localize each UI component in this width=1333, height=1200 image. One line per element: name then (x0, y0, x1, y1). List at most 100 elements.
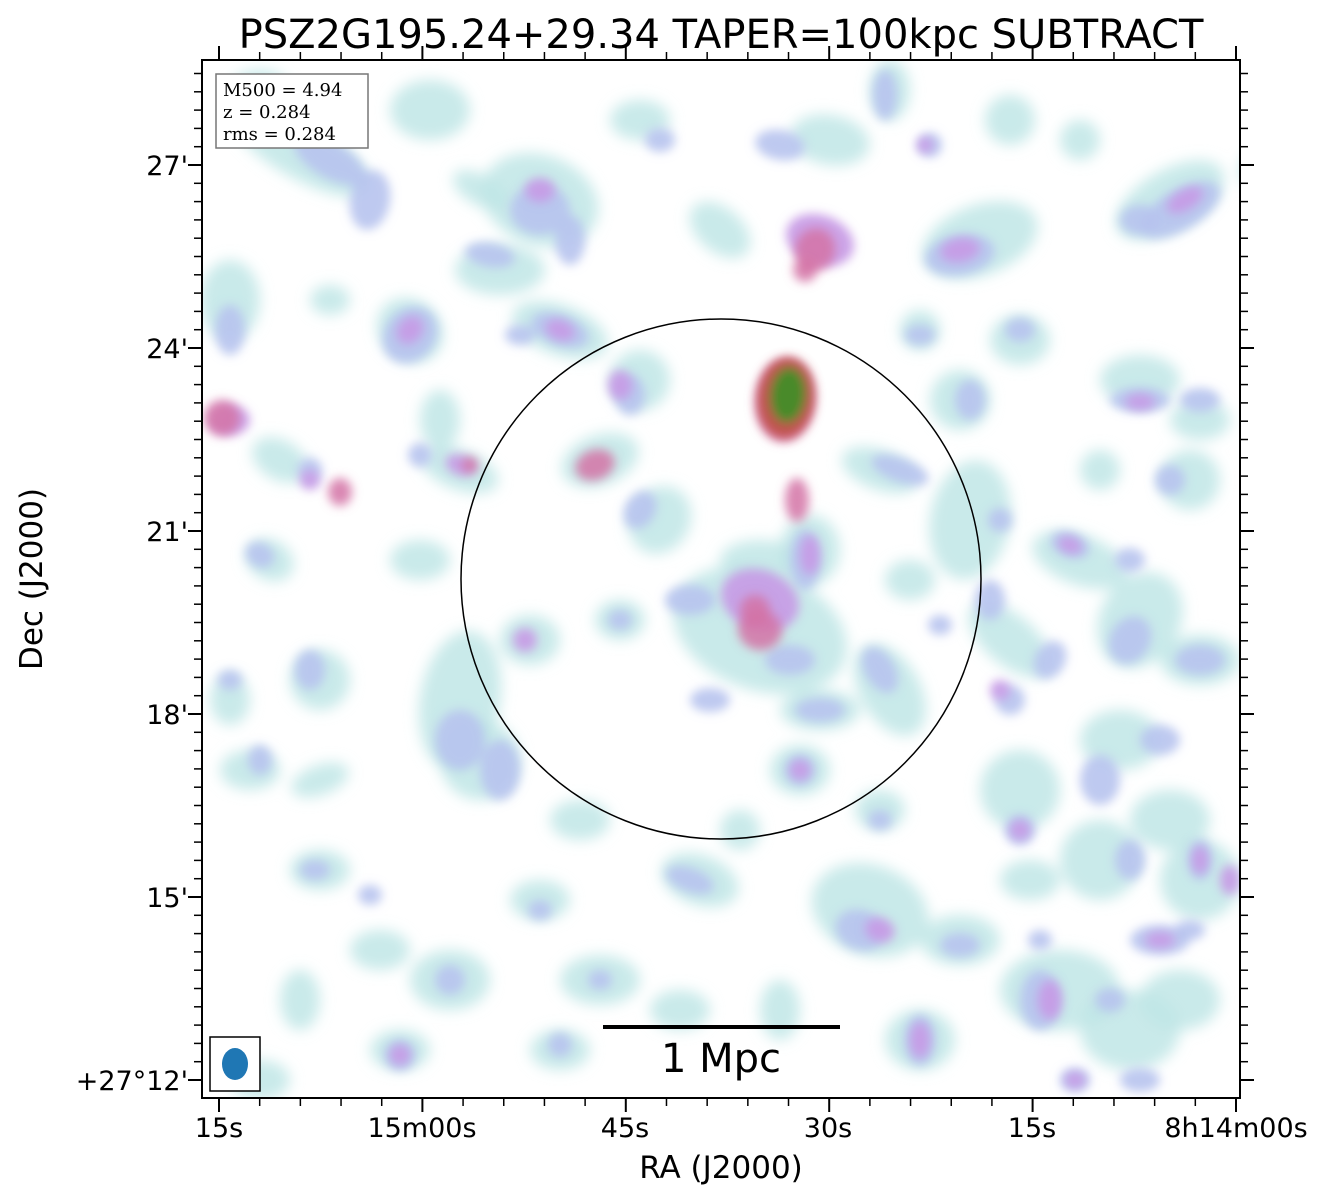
r500-circle (460, 318, 982, 840)
emission-blob (396, 316, 424, 344)
emission-blob (765, 645, 815, 675)
emission-blob (513, 628, 537, 652)
emission-blob (465, 242, 515, 268)
scale-bar: 1 Mpc (603, 1025, 840, 1082)
emission-blob (435, 965, 465, 995)
emission-blob (349, 170, 391, 230)
y-tick-label: 27' (146, 151, 188, 182)
emission-blob (555, 215, 585, 265)
emission-blob (328, 478, 352, 506)
emission-blob (1130, 790, 1210, 850)
x-tick-label: 45s (601, 1113, 649, 1144)
emission-blob (291, 762, 349, 798)
axis-ticks (188, 46, 1254, 1112)
emission-blob (720, 810, 760, 850)
emission-blob (800, 535, 820, 575)
emission-blob (793, 258, 817, 282)
emission-blob (608, 370, 632, 400)
emission-blob (1065, 1072, 1085, 1088)
emission-blob (1000, 860, 1060, 900)
y-tick-label: 18' (146, 700, 188, 731)
emission-blob (1005, 318, 1035, 342)
emission-blob (1170, 400, 1230, 440)
emission-blob (310, 285, 350, 315)
x-tick-label: 15s (195, 1113, 243, 1144)
beam-indicator (209, 1036, 261, 1092)
emission-blob (452, 170, 508, 210)
emission-blob (1140, 725, 1180, 755)
emission-blob (510, 185, 570, 235)
emission-blob (1120, 205, 1160, 235)
emission-blob (929, 460, 1011, 580)
emission-blob (1060, 120, 1100, 160)
emission-blob (985, 95, 1035, 145)
emission-blob (390, 1045, 410, 1065)
emission-blob (480, 740, 520, 800)
emission-blob (550, 800, 610, 840)
emission-blob (1010, 820, 1030, 840)
emission-blob (1120, 1068, 1160, 1092)
info-rms: rms = 0.284 (223, 124, 336, 145)
emission-blob (1140, 970, 1220, 1030)
emission-blob (1166, 186, 1204, 214)
emission-blob (905, 325, 935, 345)
emission-blob (588, 970, 612, 990)
x-tick-labels: 15s 15m00s 45s 30s 15s 8h14m00s (195, 1113, 1308, 1144)
emission-blob (1155, 465, 1185, 495)
emission-blob (1060, 820, 1140, 900)
info-redshift: z = 0.284 (223, 102, 311, 123)
emission-blob (1145, 932, 1175, 948)
emission-blob (868, 810, 892, 830)
emission-blob (548, 1033, 572, 1057)
emission-blob (1080, 755, 1120, 805)
emission-blob (435, 710, 485, 770)
emission-blob (1115, 548, 1145, 572)
emission-blob (917, 137, 933, 153)
emission-blob (980, 750, 1060, 830)
info-m500: M500 = 4.94 (223, 80, 342, 101)
beam-ellipse (222, 1048, 248, 1080)
emission-blob (1175, 645, 1225, 675)
x-tick-label: 15m00s (367, 1113, 476, 1144)
y-tick-label: 24' (146, 334, 188, 365)
emission-blob (790, 760, 810, 780)
emission-blob (300, 470, 320, 490)
emission-blob (575, 449, 615, 481)
emission-blob (408, 443, 432, 467)
emission-blob (689, 201, 751, 259)
emission-blob (1028, 930, 1052, 950)
emission-blob (1175, 920, 1205, 940)
emission-blob (215, 305, 245, 355)
emission-blob (218, 670, 242, 690)
emission-blob (1192, 846, 1208, 874)
emission-blob (988, 508, 1012, 532)
emission-blob (390, 80, 470, 140)
y-tick-label: 21' (146, 517, 188, 548)
plot-frame (201, 59, 1241, 1099)
emission-blob (1033, 641, 1067, 679)
x-tick-label: 8h14m00s (1164, 1113, 1307, 1144)
emission-blob (755, 129, 805, 161)
emission-blob (1095, 988, 1125, 1012)
emission-blob (865, 917, 895, 943)
emission-blob (525, 178, 555, 202)
emission-blob (1080, 450, 1120, 490)
emission-blob (1220, 865, 1240, 895)
emission-blob (505, 325, 535, 345)
emission-blob (740, 595, 770, 625)
emission-blob (885, 560, 935, 600)
figure-title: PSZ2G195.24+29.34 TAPER=100kpc SUBTRACT (239, 12, 1204, 58)
y-axis-label: Dec (J2000) (14, 488, 50, 670)
emission-blob (665, 585, 715, 615)
emission-blob (623, 491, 657, 529)
info-box: M500 = 4.94 z = 0.284 rms = 0.284 (215, 73, 369, 149)
emission-blob (928, 615, 952, 635)
emission-blob (968, 602, 1052, 678)
emission-blob (650, 990, 710, 1030)
y-tick-labels: +27°12' 15' 18' 21' 24' 27' (76, 151, 188, 1097)
emission-blob (1115, 840, 1145, 880)
emission-blob (545, 319, 575, 341)
emission-blob (1125, 394, 1155, 410)
emission-blob (873, 70, 897, 120)
